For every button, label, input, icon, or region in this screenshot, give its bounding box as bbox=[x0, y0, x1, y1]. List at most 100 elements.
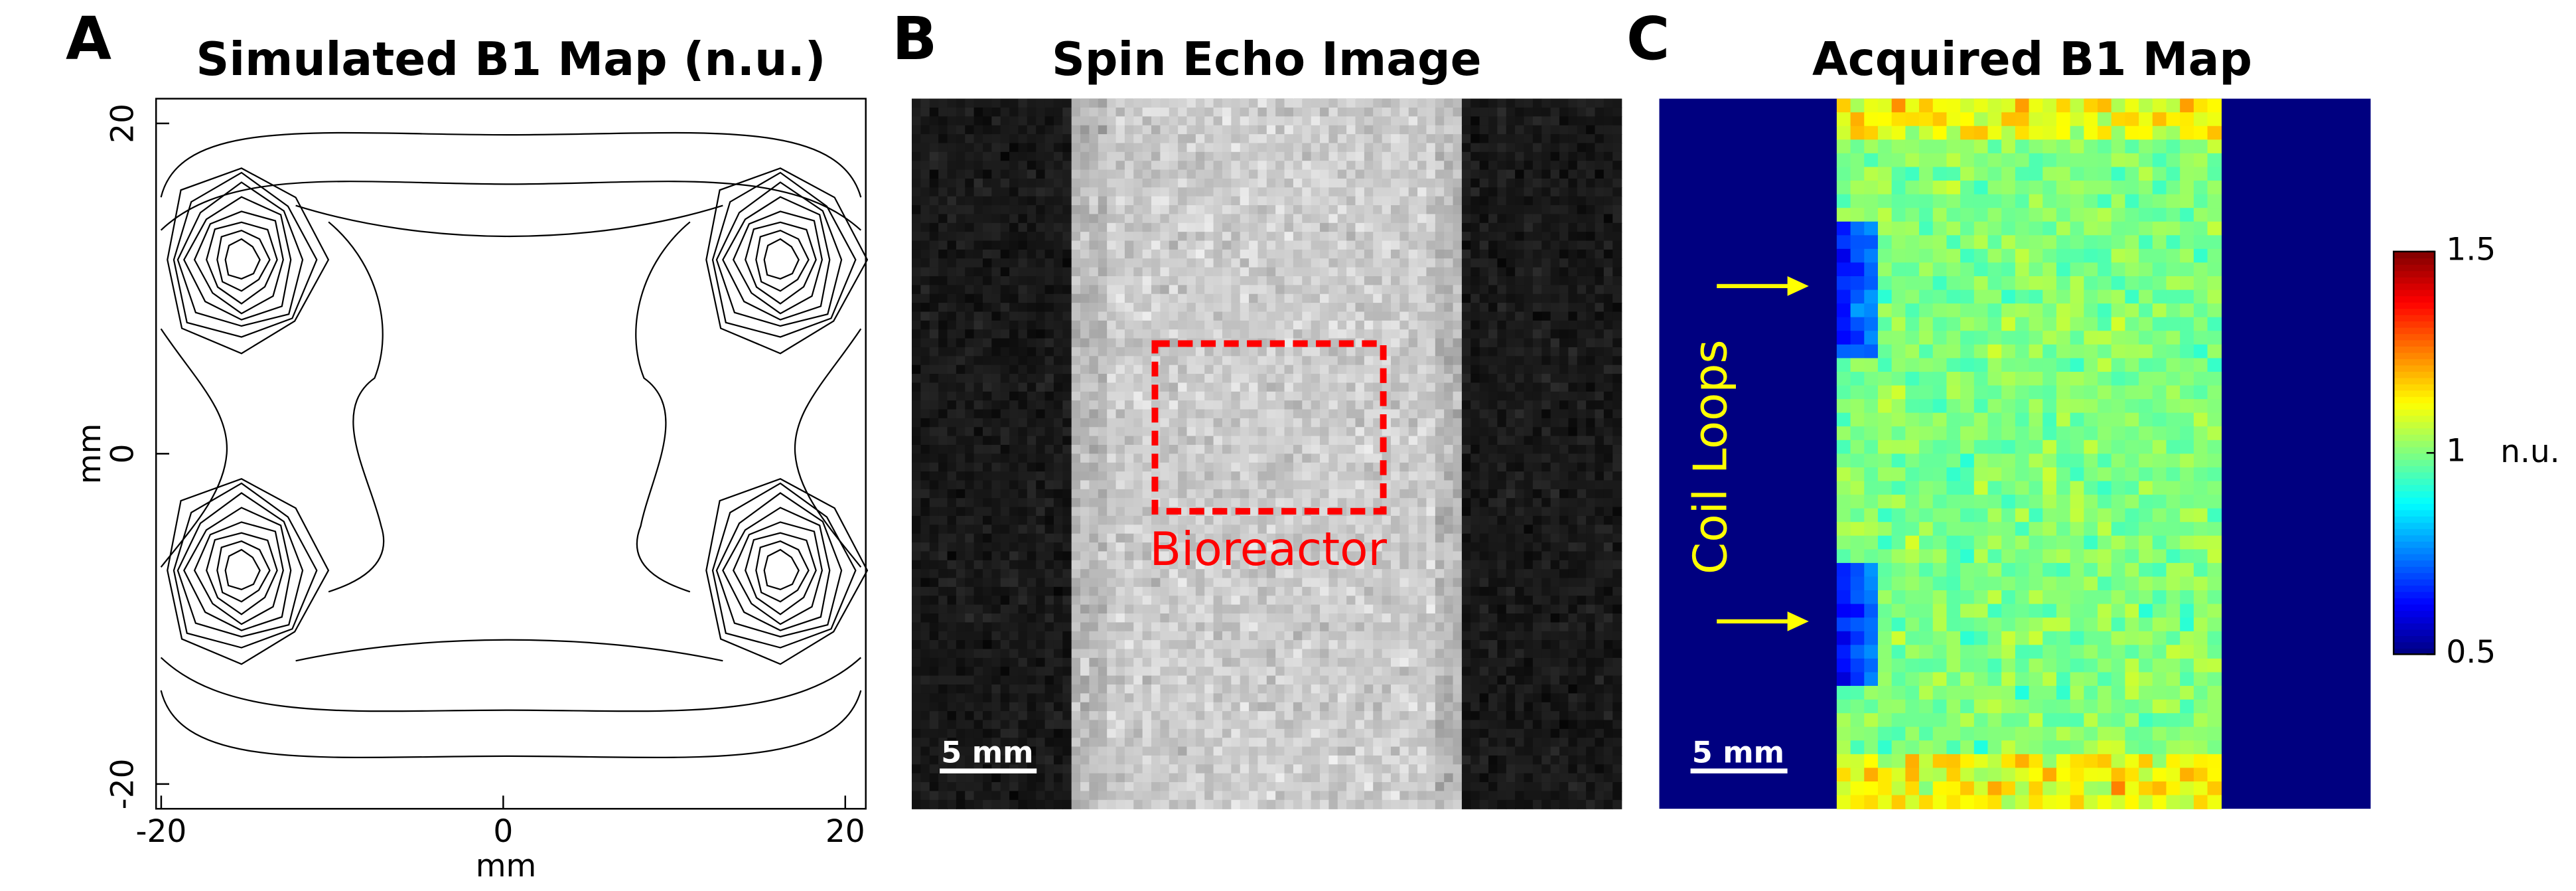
pixel bbox=[1479, 418, 1489, 428]
pixel bbox=[1337, 293, 1347, 303]
pixel bbox=[1284, 258, 1294, 268]
pixel bbox=[1018, 125, 1028, 135]
pixel bbox=[938, 453, 948, 463]
pixel bbox=[1595, 400, 1605, 410]
pixel bbox=[1320, 391, 1330, 401]
pixel bbox=[1364, 134, 1374, 144]
pixel bbox=[920, 489, 930, 499]
pixel bbox=[912, 613, 922, 623]
pixel bbox=[1213, 489, 1223, 499]
pixel bbox=[1355, 364, 1365, 374]
pixel bbox=[973, 471, 983, 481]
pixel bbox=[1275, 427, 1285, 437]
pixel bbox=[1586, 267, 1596, 277]
pixel bbox=[1559, 427, 1569, 437]
pixel bbox=[1257, 578, 1267, 588]
pixel bbox=[1364, 232, 1374, 242]
pixel bbox=[1479, 303, 1489, 313]
pixel bbox=[1036, 445, 1046, 455]
pixel bbox=[1053, 578, 1064, 588]
pixel bbox=[1435, 134, 1445, 144]
pixel bbox=[1515, 303, 1525, 313]
pixel bbox=[1355, 418, 1365, 428]
pixel bbox=[1240, 515, 1250, 526]
pixel bbox=[938, 125, 948, 135]
pixel bbox=[947, 631, 957, 641]
pixel bbox=[1550, 622, 1560, 632]
pixel bbox=[1018, 249, 1028, 260]
pixel bbox=[1346, 125, 1356, 135]
pixel bbox=[1559, 631, 1569, 641]
pixel bbox=[1275, 596, 1285, 606]
pixel bbox=[1586, 507, 1596, 517]
pixel bbox=[1133, 471, 1143, 481]
pixel bbox=[956, 391, 966, 401]
pixel bbox=[991, 560, 1001, 570]
pixel bbox=[1328, 613, 1338, 623]
pixel bbox=[1115, 196, 1125, 206]
pixel bbox=[1497, 400, 1507, 410]
pixel bbox=[1532, 533, 1543, 543]
pixel bbox=[1337, 187, 1347, 197]
contour-line bbox=[160, 328, 228, 568]
pixel bbox=[1444, 151, 1454, 161]
pixel bbox=[1408, 462, 1418, 472]
pixel bbox=[1461, 560, 1472, 570]
pixel bbox=[1071, 604, 1081, 614]
pixel bbox=[1009, 515, 1019, 526]
pixel bbox=[1115, 143, 1125, 153]
pixel bbox=[1107, 462, 1117, 472]
pixel bbox=[1284, 116, 1294, 126]
pixel bbox=[991, 445, 1001, 455]
pixel bbox=[1044, 391, 1054, 401]
pixel bbox=[920, 285, 930, 295]
pixel bbox=[1169, 258, 1179, 268]
pixel bbox=[1266, 329, 1276, 339]
pixel bbox=[965, 356, 975, 366]
pixel bbox=[1293, 515, 1303, 526]
pixel bbox=[1204, 480, 1214, 490]
pixel bbox=[1488, 320, 1498, 330]
pixel bbox=[973, 374, 983, 384]
pixel bbox=[1328, 187, 1338, 197]
pixel bbox=[1275, 356, 1285, 366]
pixel bbox=[1603, 169, 1613, 179]
pixel bbox=[1160, 249, 1170, 260]
pixel bbox=[1044, 205, 1054, 215]
pixel bbox=[1355, 427, 1365, 437]
pixel bbox=[983, 409, 993, 419]
pixel bbox=[947, 320, 957, 330]
pixel bbox=[1426, 169, 1436, 179]
pixel bbox=[1364, 205, 1374, 215]
pixel bbox=[1098, 116, 1108, 126]
pixel bbox=[1320, 525, 1330, 534]
pixel bbox=[1107, 151, 1117, 161]
pixel bbox=[1488, 356, 1498, 366]
pixel bbox=[983, 640, 993, 650]
pixel bbox=[1195, 498, 1205, 508]
pixel bbox=[912, 382, 922, 392]
pixel bbox=[965, 489, 975, 499]
pixel bbox=[965, 116, 975, 126]
pixel bbox=[1036, 631, 1046, 641]
pixel bbox=[1169, 249, 1179, 260]
pixel bbox=[1249, 169, 1259, 179]
pixel bbox=[1595, 391, 1605, 401]
pixel bbox=[1160, 551, 1170, 561]
pixel bbox=[938, 169, 948, 179]
pixel bbox=[1311, 293, 1321, 303]
pixel bbox=[1249, 267, 1259, 277]
pixel bbox=[1577, 267, 1587, 277]
pixel bbox=[1461, 125, 1472, 135]
pixel bbox=[1586, 631, 1596, 641]
pixel bbox=[1293, 222, 1303, 232]
pixel bbox=[1346, 258, 1356, 268]
pixel bbox=[1018, 267, 1028, 277]
pixel bbox=[1577, 418, 1587, 428]
pixel bbox=[965, 613, 975, 623]
pixel bbox=[1133, 418, 1143, 428]
pixel bbox=[1603, 409, 1613, 419]
pixel bbox=[1240, 258, 1250, 268]
pixel bbox=[1000, 382, 1010, 392]
pixel bbox=[1337, 151, 1347, 161]
